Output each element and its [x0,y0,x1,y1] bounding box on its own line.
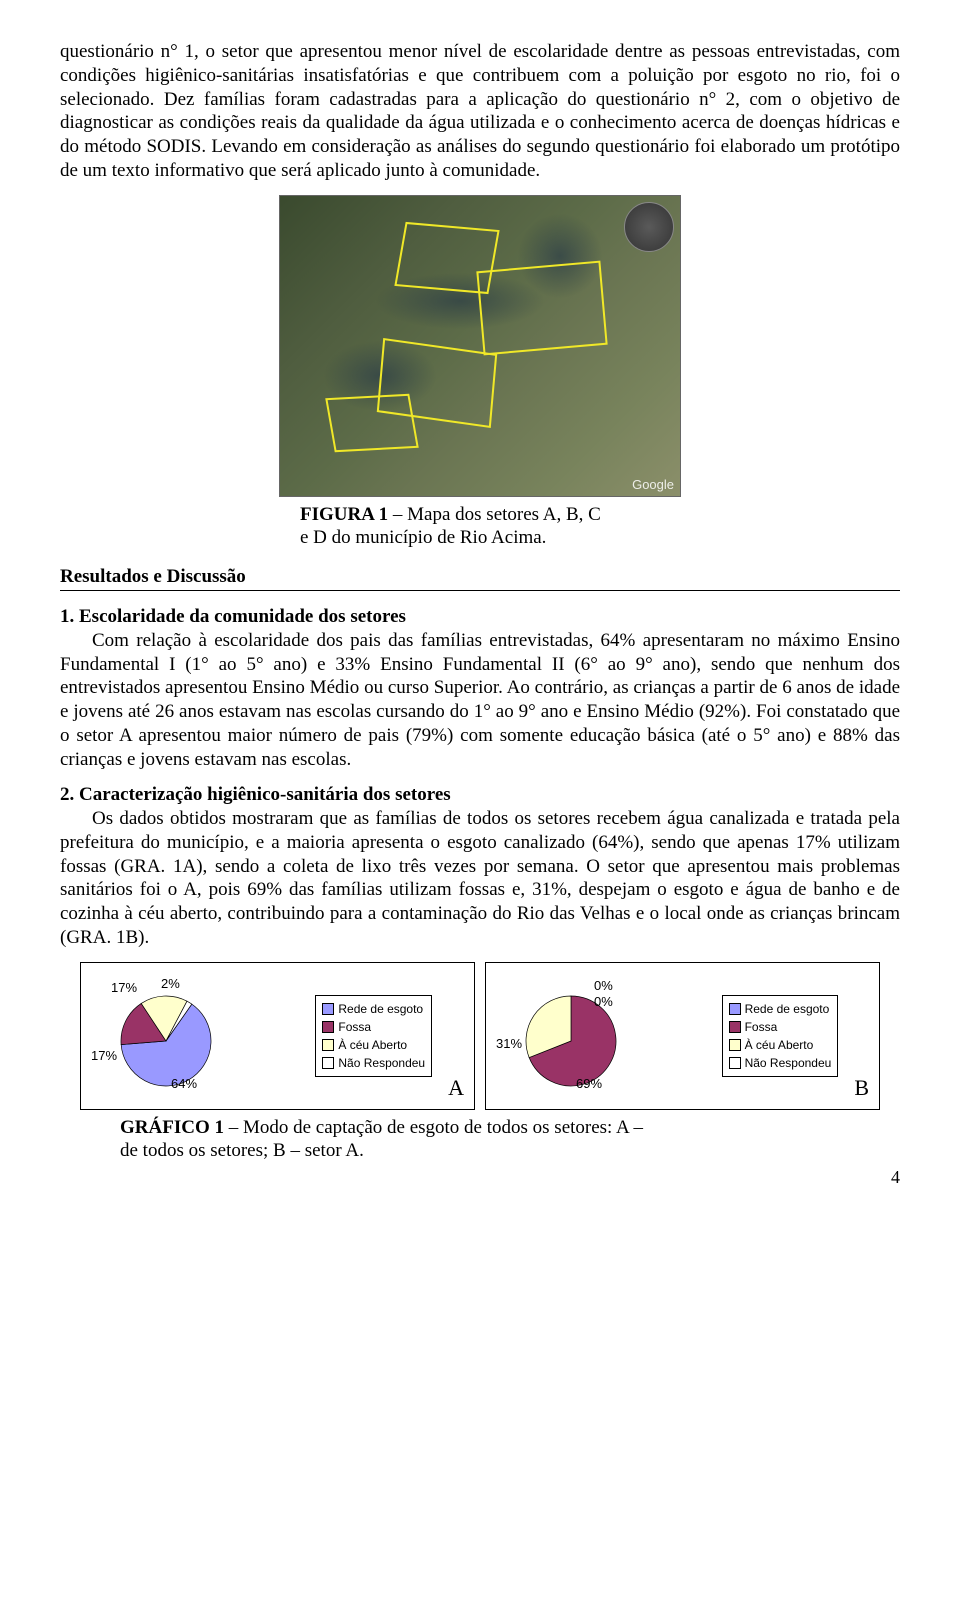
section-1: 1. Escolaridade da comunidade dos setore… [60,605,900,771]
heading-rule [60,590,900,591]
pie-chart-a: 17% 2% 17% 64% [91,976,305,1096]
google-logo: Google [632,477,674,492]
legend-b: Rede de esgoto Fossa À céu Aberto Não Re… [722,995,839,1077]
chart-b-letter: B [854,1075,869,1101]
chart-a-box: 17% 2% 17% 64% Rede de esgoto Fossa À cé… [80,962,475,1110]
charts-row: 17% 2% 17% 64% Rede de esgoto Fossa À cé… [80,962,880,1110]
compass-icon [624,202,674,252]
section-2: 2. Caracterização higiênico-sanitária do… [60,783,900,949]
figure-1-image: Google [60,195,900,497]
chart-a-letter: A [448,1075,464,1101]
figure-1-caption: FIGURA 1 – Mapa dos setores A, B, Ce D d… [300,503,660,551]
page-number: 4 [60,1167,900,1188]
pie-chart-b: 0% 0% 31% 69% [496,976,712,1096]
chart-b-box: 0% 0% 31% 69% Rede de esgoto Fossa À céu… [485,962,880,1110]
results-heading: Resultados e Discussão [60,566,900,588]
legend-a: Rede de esgoto Fossa À céu Aberto Não Re… [315,995,432,1077]
grafico-1-caption: GRÁFICO 1 – Modo de captação de esgoto d… [120,1116,880,1164]
paragraph-intro: questionário n° 1, o setor que apresento… [60,40,900,183]
